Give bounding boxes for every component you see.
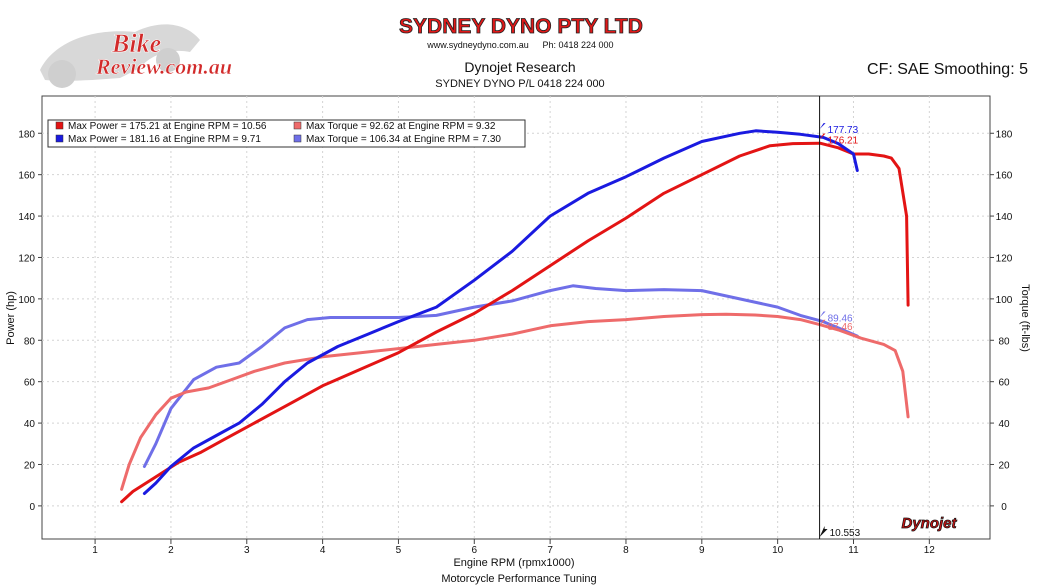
y2-tick-label: 40 bbox=[998, 419, 1010, 430]
series-line-4 bbox=[142, 284, 859, 468]
cursor-arrow-icon bbox=[819, 526, 828, 537]
x-tick-label: 3 bbox=[244, 545, 250, 556]
company-name: SYDNEY DYNO PTY LTD bbox=[399, 15, 643, 38]
y2-axis-label: Torque (ft-lbs) bbox=[1019, 284, 1031, 352]
series-line-3 bbox=[120, 312, 910, 491]
footer-caption: Motorcycle Performance Tuning bbox=[441, 573, 596, 585]
y-tick-label: 160 bbox=[18, 171, 35, 182]
y-tick-label: 140 bbox=[18, 212, 35, 223]
y2-tick-label: 100 bbox=[996, 295, 1013, 306]
x-tick-label: 8 bbox=[623, 545, 629, 556]
cursor-marker-icon bbox=[819, 123, 826, 130]
cursor-readout: 87.46 bbox=[828, 322, 853, 333]
plot-area bbox=[41, 95, 991, 540]
legend: Max Power = 175.21 at Engine RPM = 10.56… bbox=[47, 119, 526, 148]
series-layer bbox=[120, 129, 910, 504]
y2-tick-label: 0 bbox=[1001, 502, 1007, 513]
legend-swatch bbox=[55, 134, 64, 143]
y-tick-label: 60 bbox=[24, 378, 36, 389]
cursor-marker-icon bbox=[819, 133, 826, 140]
x-tick-label: 7 bbox=[547, 545, 553, 556]
y2-tick-label: 80 bbox=[998, 336, 1010, 347]
company-website: www.sydneydyno.com.au bbox=[426, 40, 529, 50]
y2-tick-label: 20 bbox=[998, 460, 1010, 471]
y-tick-label: 20 bbox=[24, 460, 36, 471]
y2-tick-label: 140 bbox=[996, 212, 1013, 223]
legend-entry[interactable]: Max Torque = 106.34 at Engine RPM = 7.30 bbox=[306, 134, 501, 145]
cursor-readout: 177.73 bbox=[828, 125, 859, 136]
dynojet-logo: Dynojet bbox=[880, 514, 978, 532]
y2-tick-label: 180 bbox=[996, 129, 1013, 140]
y2-tick-label: 120 bbox=[996, 253, 1013, 264]
cursor-rpm-label: 10.553 bbox=[830, 528, 861, 539]
legend-entry[interactable]: Max Torque = 92.62 at Engine RPM = 9.32 bbox=[306, 121, 496, 132]
y-axis-label: Power (hp) bbox=[5, 291, 17, 345]
y-tick-label: 80 bbox=[24, 336, 36, 347]
x-tick-label: 6 bbox=[472, 545, 478, 556]
dynojet-logo-text: Dynojet bbox=[901, 515, 957, 532]
wheel-icon bbox=[48, 60, 76, 88]
x-tick-label: 4 bbox=[320, 545, 326, 556]
cursor-readout: 176.21 bbox=[828, 135, 859, 146]
y-tick-label: 180 bbox=[18, 129, 35, 140]
motorcycle-silhouette bbox=[40, 24, 200, 81]
bikereview-logo: Bike Review.com.au bbox=[40, 24, 232, 88]
legend-entry[interactable]: Max Power = 175.21 at Engine RPM = 10.56 bbox=[68, 121, 267, 132]
cursor-readout: 89.46 bbox=[828, 314, 853, 325]
legend-entry[interactable]: Max Power = 181.16 at Engine RPM = 9.71 bbox=[68, 134, 261, 145]
x-tick-label: 9 bbox=[699, 545, 705, 556]
legend-swatch bbox=[293, 134, 302, 143]
y-tick-label: 120 bbox=[18, 253, 35, 264]
cursor-marker-icon bbox=[819, 311, 826, 318]
logo-line2: Review.com.au bbox=[95, 54, 232, 79]
x-axis-label: Engine RPM (rpmx1000) bbox=[453, 557, 574, 569]
y2-tick-label: 160 bbox=[996, 171, 1013, 182]
x-tick-label: 10 bbox=[772, 545, 784, 556]
x-tick-label: 5 bbox=[396, 545, 402, 556]
y-tick-label: 40 bbox=[24, 419, 36, 430]
x-tick-label: 2 bbox=[168, 545, 174, 556]
legend-box bbox=[47, 119, 526, 148]
x-tick-label: 11 bbox=[848, 545, 859, 556]
company-phone: Ph: 0418 224 000 bbox=[542, 40, 613, 50]
x-tick-label: 1 bbox=[92, 545, 98, 556]
series-line-2 bbox=[142, 129, 859, 495]
logo-line1: Bike bbox=[111, 29, 161, 58]
y-tick-label: 0 bbox=[29, 502, 35, 513]
legend-swatch bbox=[293, 121, 302, 130]
series-line-1 bbox=[120, 141, 910, 504]
cursor-marker-icon bbox=[819, 319, 826, 326]
wheel-icon bbox=[156, 48, 180, 72]
settings-label: CF: SAE Smoothing: 5 bbox=[867, 61, 1028, 78]
y-tick-label: 100 bbox=[18, 295, 35, 306]
y2-tick-label: 60 bbox=[998, 378, 1010, 389]
chart-subtitle: SYDNEY DYNO P/L 0418 224 000 bbox=[435, 78, 604, 90]
x-tick-label: 12 bbox=[924, 545, 936, 556]
legend-swatch bbox=[55, 121, 64, 130]
chart-title: Dynojet Research bbox=[464, 59, 575, 75]
